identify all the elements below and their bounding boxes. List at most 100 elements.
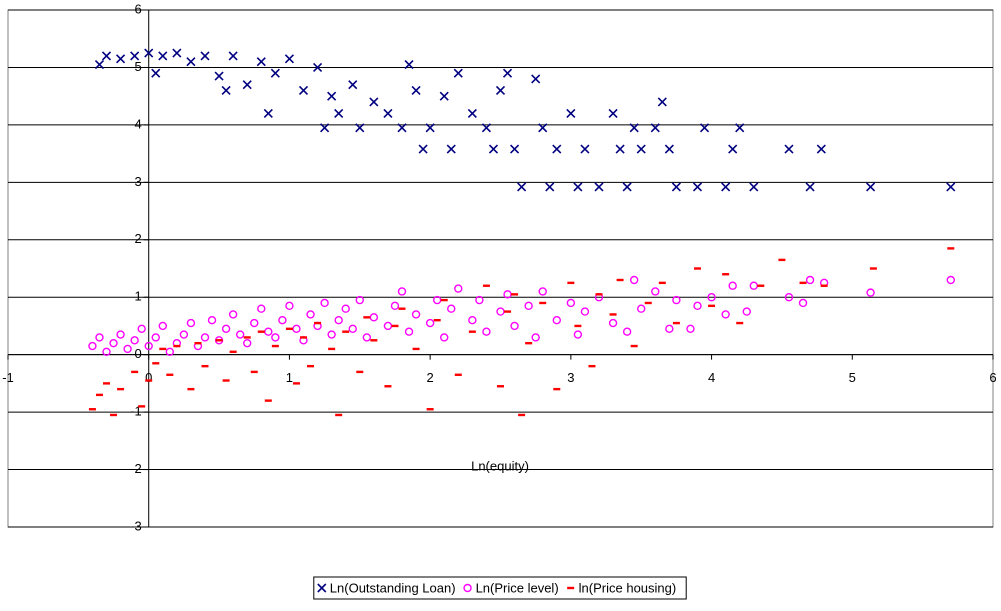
point bbox=[94, 60, 105, 70]
point bbox=[439, 91, 449, 101]
point bbox=[404, 327, 414, 336]
point bbox=[228, 51, 238, 61]
point bbox=[425, 318, 435, 328]
y-tick-label: 4 bbox=[134, 116, 141, 131]
point bbox=[609, 313, 617, 316]
point bbox=[292, 324, 301, 334]
point bbox=[418, 144, 428, 154]
y-tick-label: 5 bbox=[134, 59, 141, 74]
point bbox=[383, 108, 393, 118]
point bbox=[440, 298, 448, 302]
point bbox=[573, 330, 583, 339]
legend-box bbox=[313, 576, 687, 600]
point bbox=[721, 310, 730, 319]
point bbox=[130, 336, 139, 345]
point bbox=[110, 413, 118, 417]
point bbox=[742, 307, 751, 316]
legend-item: ln(Price housing) bbox=[567, 580, 676, 595]
point bbox=[708, 304, 716, 308]
point bbox=[263, 108, 273, 118]
point bbox=[651, 287, 660, 296]
point bbox=[264, 399, 272, 402]
point bbox=[538, 287, 547, 296]
point bbox=[567, 586, 575, 590]
point bbox=[622, 182, 632, 192]
point bbox=[816, 144, 826, 154]
point bbox=[454, 284, 463, 293]
point bbox=[320, 298, 329, 308]
point bbox=[488, 144, 499, 154]
point bbox=[672, 295, 681, 305]
point bbox=[482, 327, 491, 336]
point bbox=[186, 57, 196, 67]
point bbox=[390, 301, 400, 311]
point bbox=[440, 333, 449, 342]
point bbox=[412, 347, 420, 351]
x-tick-label: -1 bbox=[2, 370, 14, 385]
point bbox=[531, 333, 540, 342]
point bbox=[615, 144, 625, 154]
x-tick-label: 2 bbox=[427, 370, 434, 385]
point bbox=[172, 48, 182, 58]
point bbox=[707, 293, 716, 302]
point bbox=[138, 405, 146, 408]
point bbox=[510, 321, 519, 331]
point bbox=[693, 301, 702, 311]
point bbox=[692, 182, 703, 192]
point bbox=[757, 284, 765, 287]
point bbox=[271, 333, 280, 342]
point bbox=[166, 373, 174, 376]
legend-label: Ln(Price level) bbox=[476, 580, 559, 595]
point bbox=[721, 182, 731, 192]
point bbox=[222, 379, 230, 382]
point bbox=[517, 182, 527, 192]
point bbox=[946, 182, 956, 192]
point bbox=[242, 80, 252, 90]
point bbox=[588, 364, 596, 368]
point bbox=[256, 57, 266, 67]
point bbox=[454, 373, 462, 376]
point bbox=[215, 339, 223, 342]
point bbox=[397, 123, 407, 133]
point bbox=[144, 341, 153, 351]
point bbox=[510, 144, 520, 154]
point bbox=[538, 123, 548, 133]
y-tick-label: 0 bbox=[134, 346, 141, 361]
point bbox=[699, 123, 710, 133]
point bbox=[433, 319, 441, 322]
y-tick-label: -3 bbox=[130, 518, 142, 533]
point bbox=[574, 324, 582, 328]
point bbox=[327, 91, 337, 101]
point bbox=[736, 321, 744, 325]
point bbox=[88, 341, 97, 351]
point bbox=[496, 307, 505, 316]
point bbox=[495, 85, 506, 95]
point bbox=[947, 247, 955, 250]
point bbox=[137, 324, 146, 334]
plot-area bbox=[7, 9, 994, 528]
point bbox=[285, 301, 294, 311]
point bbox=[595, 293, 603, 296]
point bbox=[116, 330, 125, 339]
point bbox=[531, 74, 541, 84]
point bbox=[467, 108, 477, 118]
point bbox=[728, 281, 737, 290]
y-tick-label: 3 bbox=[134, 174, 141, 189]
point bbox=[264, 327, 273, 336]
point bbox=[749, 281, 758, 290]
point bbox=[334, 316, 343, 325]
point bbox=[749, 182, 759, 192]
point bbox=[369, 313, 379, 322]
point bbox=[463, 583, 472, 593]
point bbox=[580, 144, 590, 154]
point bbox=[335, 413, 343, 417]
point bbox=[446, 144, 456, 154]
point bbox=[285, 327, 293, 331]
point bbox=[383, 321, 393, 331]
point bbox=[432, 295, 442, 305]
point bbox=[567, 281, 575, 285]
point bbox=[257, 304, 266, 313]
point bbox=[805, 275, 815, 285]
point bbox=[629, 275, 639, 285]
point bbox=[504, 310, 512, 313]
